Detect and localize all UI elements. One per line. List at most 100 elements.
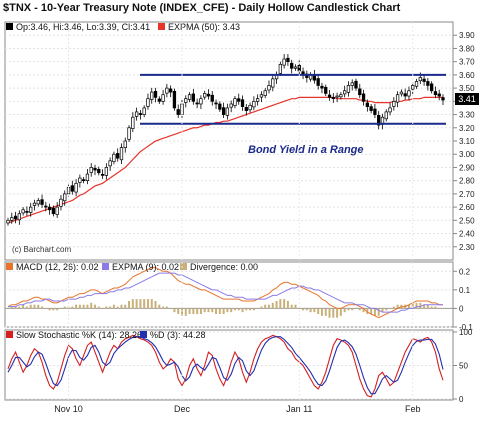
price-tick-label: 2.40 xyxy=(459,230,475,239)
candle xyxy=(157,96,161,104)
candle xyxy=(169,85,173,98)
divergence-bar xyxy=(415,302,418,309)
price-tick-label: 2.70 xyxy=(459,190,475,199)
candle xyxy=(47,203,52,215)
divergence-bar xyxy=(33,304,36,309)
candle-body xyxy=(369,106,373,111)
candle-body xyxy=(426,81,430,86)
price-tick-label: 3.20 xyxy=(459,124,475,133)
divergence-bar xyxy=(139,299,142,309)
price-tick-label: 2.50 xyxy=(459,216,475,225)
stochastic-lines xyxy=(7,334,444,398)
k-legend: Slow Stochastic %K (14): 28.26 xyxy=(16,330,142,340)
divergence-bar xyxy=(48,308,51,311)
candle xyxy=(327,89,332,101)
stochastic-axis: 0 50 100 xyxy=(453,328,473,404)
macd-line xyxy=(7,267,443,319)
candle-body xyxy=(358,88,362,96)
price-tick-label: 3.30 xyxy=(459,111,475,120)
candle-body xyxy=(17,213,21,221)
candle xyxy=(119,143,124,165)
candle xyxy=(108,157,112,171)
macd-tick-label: -0.1 xyxy=(459,323,473,332)
divergence-bar xyxy=(237,308,240,311)
chart-title: $TNX - 10-Year Treasury Note (INDEX_CFE)… xyxy=(3,2,401,14)
price-tick-label: 3.10 xyxy=(459,137,475,146)
divergence-bar xyxy=(358,308,361,311)
divergence-bar xyxy=(423,304,426,309)
candle-body xyxy=(112,153,116,162)
divergence-bar xyxy=(324,308,327,316)
ohlc-readout: Op:3.46, Hi:3.46, Lo:3.39, Cl:3.41 xyxy=(16,22,150,32)
candle-body xyxy=(218,103,222,110)
candle-body xyxy=(138,113,143,115)
candle-body xyxy=(47,206,52,211)
candle xyxy=(116,148,120,162)
divergence-bar xyxy=(75,304,78,309)
candle-body xyxy=(191,93,195,102)
candle xyxy=(187,92,192,103)
price-tick-label: 3.70 xyxy=(459,58,475,67)
candle xyxy=(184,95,188,108)
candle xyxy=(282,53,286,69)
divergence-bar xyxy=(392,306,395,309)
candle xyxy=(369,103,373,114)
candle xyxy=(350,79,354,91)
candle xyxy=(6,217,10,226)
candle-body xyxy=(252,100,256,108)
divergence-bar xyxy=(230,308,233,313)
candle xyxy=(82,176,86,184)
candle xyxy=(331,93,335,103)
candle-body xyxy=(403,93,407,97)
divergence-bar xyxy=(150,299,153,309)
candle-body xyxy=(327,94,332,98)
candle-body xyxy=(282,58,286,66)
candle-body xyxy=(286,57,290,63)
stochastic-tick-label: 50 xyxy=(459,362,468,371)
divergence-bar xyxy=(22,304,25,309)
candle xyxy=(229,100,233,113)
divergence-bar xyxy=(419,302,422,309)
candle-body xyxy=(225,107,230,116)
candle xyxy=(123,137,127,153)
candle-body xyxy=(104,167,108,176)
candle-body xyxy=(361,93,366,102)
candle-body xyxy=(324,86,328,94)
candle xyxy=(134,107,139,121)
macd-tick-label: 0 xyxy=(459,304,464,313)
candle-body xyxy=(176,109,180,115)
candle xyxy=(146,93,150,110)
divergence-bar xyxy=(56,308,59,311)
candle-body xyxy=(350,82,354,86)
candle-body xyxy=(320,85,324,89)
divergence-bar xyxy=(381,308,384,313)
divergence-bar xyxy=(158,304,161,309)
divergence-bar xyxy=(222,308,225,314)
d-line xyxy=(7,336,444,395)
divergence-bar xyxy=(154,301,157,309)
candle xyxy=(339,92,343,100)
candle xyxy=(195,98,199,109)
price-tick-label: 2.30 xyxy=(459,243,475,252)
divergence-bar xyxy=(207,308,210,313)
candle-body xyxy=(131,116,135,129)
candle xyxy=(214,99,218,110)
divergence-bar xyxy=(199,308,202,314)
candle xyxy=(104,163,108,180)
divergence-bar xyxy=(438,308,441,309)
divergence-bar xyxy=(25,306,28,309)
divergence-bar xyxy=(336,308,339,318)
price-tick-label: 2.80 xyxy=(459,177,475,186)
divergence-bar xyxy=(320,308,323,316)
candle-body xyxy=(335,95,339,98)
candle-body xyxy=(146,98,150,107)
candle xyxy=(29,202,33,217)
candle xyxy=(233,96,237,109)
candle-body xyxy=(157,98,161,102)
divergence-bar xyxy=(302,308,305,311)
candle-body xyxy=(153,90,158,98)
signal-legend: EXPMA (9): 0.02 xyxy=(112,262,179,272)
divergence-bar xyxy=(124,304,127,309)
